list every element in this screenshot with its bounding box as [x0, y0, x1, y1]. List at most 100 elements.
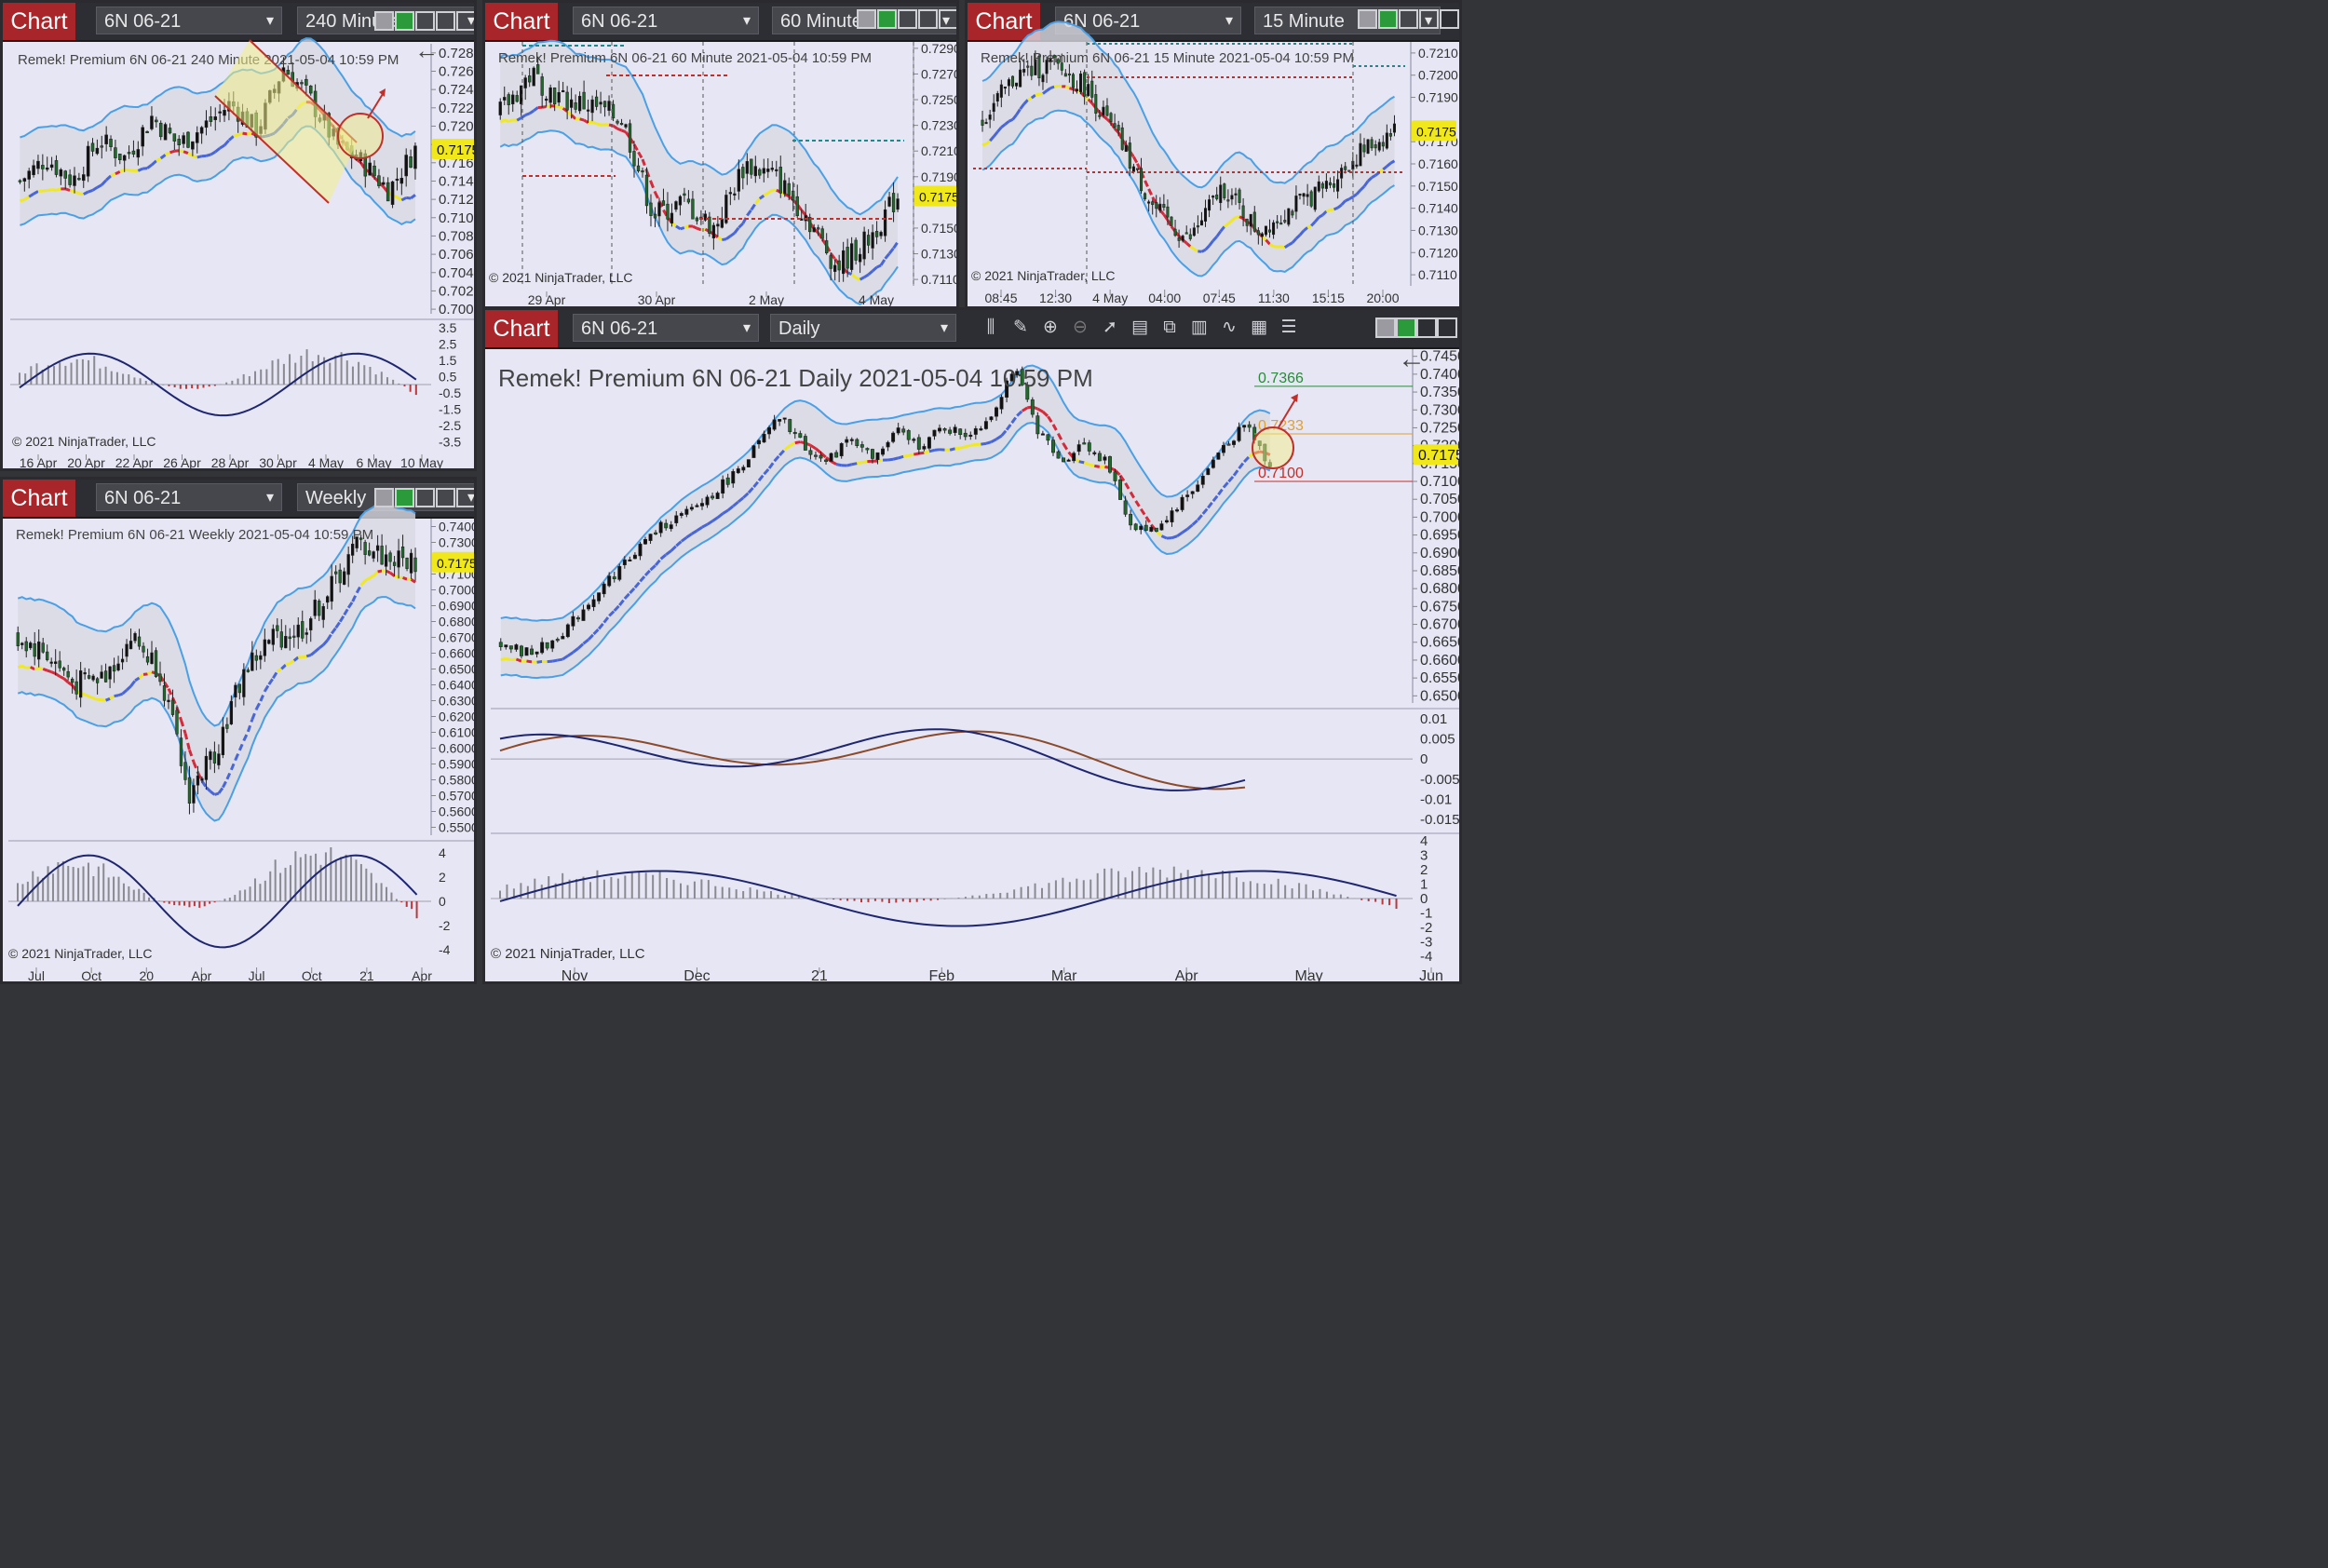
pointer-icon[interactable]: ➚ [1103, 318, 1117, 337]
x-tick-label: 12:30 [1039, 291, 1072, 305]
minimize-icon[interactable] [1416, 318, 1437, 338]
draw-tool-icon[interactable]: ✎ [1013, 318, 1028, 337]
instrument-select[interactable]: 6N 06-21 ▾ [573, 314, 759, 342]
chart-tab-label[interactable]: Chart [3, 3, 75, 40]
trend-line-segment [835, 463, 842, 467]
trend-line-segment [1144, 180, 1150, 190]
trend-line-segment [701, 522, 709, 529]
strategies-icon[interactable]: ∿ [1222, 318, 1237, 337]
maximize-icon[interactable] [1437, 318, 1457, 338]
candle-body [1083, 72, 1087, 97]
candle-body [984, 122, 988, 125]
candle-body [122, 155, 127, 161]
trend-line-segment [237, 131, 244, 137]
projection-arrow-head [379, 88, 386, 97]
candle-body [695, 217, 699, 222]
minimize-icon [415, 488, 435, 507]
candle-body [108, 666, 112, 680]
trend-line-segment [633, 580, 642, 588]
candle-body [817, 227, 820, 230]
list-icon[interactable]: ☰ [1280, 318, 1297, 337]
window-link-icon[interactable] [1396, 318, 1416, 338]
trend-line-segment [105, 174, 113, 182]
indicator-tick-label: 2 [439, 870, 446, 885]
trend-line-segment [846, 463, 853, 467]
trend-line-segment [706, 520, 713, 526]
candle-body [1175, 509, 1179, 512]
candle-body [1188, 234, 1192, 239]
candle-body [16, 632, 20, 647]
y-tick-label: 0.7210 [921, 143, 959, 158]
candle-body [643, 538, 647, 545]
trend-line-segment [855, 276, 861, 281]
chart-window-240min: Chart 6N 06-21 ▾ 240 Minute ▾ 0.7280 0.7260… [0, 0, 477, 471]
candle-body [745, 161, 749, 174]
y-tick-label: 0.6900 [439, 599, 477, 614]
y-tick-label: 0.7000 [1420, 509, 1462, 525]
bar-style-icon[interactable]: ⫼ [986, 318, 995, 337]
candle-body [87, 675, 91, 679]
candle-body [932, 429, 937, 437]
candle-body [150, 652, 154, 665]
close-icon [456, 488, 474, 507]
candle-body [1075, 88, 1079, 92]
x-tick-label: 30 Apr [259, 455, 297, 470]
instrument-select[interactable]: 6N 06-21 ▾ [1055, 7, 1241, 34]
plot-weekly[interactable]: 0.74000.73000.71000.70000.69000.68000.67… [3, 480, 477, 984]
candle-body [616, 120, 619, 124]
trend-line-segment [558, 105, 564, 110]
trend-line-segment [659, 553, 668, 561]
y-tick-label: 0.7140 [1418, 201, 1458, 216]
trend-line-segment [280, 664, 287, 670]
plot-240min[interactable]: 0.72800.72600.72400.72200.72000.71800.71… [3, 3, 477, 471]
upper-band-line [500, 364, 1271, 622]
candle-body [1066, 459, 1071, 462]
trend-line-segment [47, 669, 52, 674]
trend-line-segment [92, 696, 99, 701]
trend-line-segment [1162, 213, 1170, 222]
trend-line-segment [1109, 122, 1117, 130]
zoom-in-icon[interactable]: ⊕ [1043, 318, 1058, 337]
interval-select[interactable]: Daily ▾ [770, 314, 956, 342]
trend-line-segment [546, 104, 551, 109]
chart-tab-label[interactable]: Chart [485, 310, 558, 347]
instrument-select[interactable]: 6N 06-21 ▾ [573, 7, 759, 34]
candle-body [90, 142, 95, 152]
candle-body [758, 169, 762, 176]
candle-body [1215, 194, 1219, 199]
indicators-icon[interactable]: ▥ [1191, 318, 1208, 337]
y-tick-label: 0.6300 [439, 694, 477, 709]
plot-daily[interactable]: 0.74500.74000.73500.73000.72500.72000.71… [485, 310, 1462, 984]
x-tick-label: Oct [302, 968, 322, 983]
trend-line-segment [692, 224, 698, 230]
chart-tab-label[interactable]: Chart [968, 3, 1040, 40]
upper-band-line [981, 20, 1395, 189]
plot-60min[interactable]: 0.7290 0.7270 0.7250 0.7230 0.7210 0.7190 0.71… [485, 3, 959, 309]
trend-line-segment [267, 677, 275, 685]
chart-tab-label[interactable]: Chart [485, 3, 558, 40]
trend-line-segment [742, 492, 750, 499]
plot-15min[interactable]: 0.72100.72000.71900.71700.71600.71500.71… [968, 3, 1462, 309]
trend-line-segment [1230, 216, 1237, 222]
trend-line-segment [1382, 165, 1388, 171]
templates-icon[interactable]: ▦ [1251, 318, 1267, 337]
candle-body [716, 223, 720, 227]
candle-body [1133, 523, 1138, 531]
zoom-out-icon[interactable]: ⊖ [1073, 318, 1088, 337]
trend-line-segment [528, 109, 535, 115]
properties-icon[interactable]: ⧉ [1163, 318, 1176, 337]
indicator-tick-label: -4 [1420, 949, 1432, 965]
candle-body [246, 669, 250, 672]
candle-body [536, 64, 540, 74]
x-tick-label: Apr [1175, 968, 1199, 984]
trend-line-segment [33, 190, 39, 196]
oscillator-line [17, 854, 418, 949]
window-tile-icon[interactable] [1375, 318, 1396, 338]
instrument-select[interactable]: 6N 06-21 ▾ [96, 483, 282, 511]
trend-line-segment [691, 529, 698, 535]
instrument-select[interactable]: 6N 06-21 ▾ [96, 7, 282, 34]
chart-tab-label[interactable]: Chart [3, 480, 75, 517]
trend-line-segment [680, 535, 688, 543]
candle-body [612, 576, 616, 580]
data-box-icon[interactable]: ▤ [1131, 318, 1148, 337]
